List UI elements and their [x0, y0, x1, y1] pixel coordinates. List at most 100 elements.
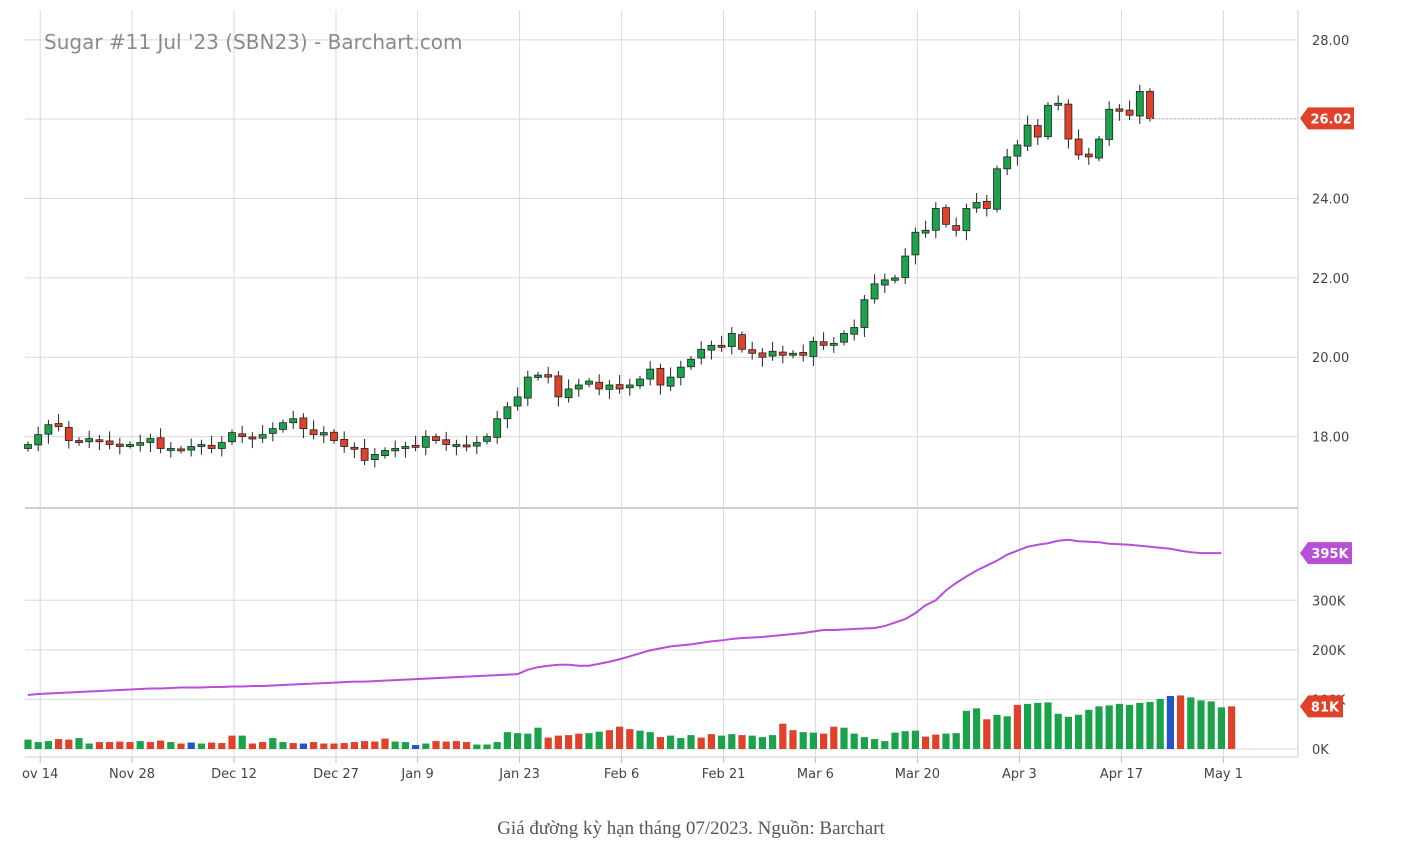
- candle-body: [646, 368, 655, 380]
- price-tick-label: 28.00: [1312, 34, 1349, 49]
- candle: [207, 435, 216, 454]
- candle-body: [401, 446, 410, 449]
- candle: [819, 332, 828, 351]
- candle-body: [452, 444, 461, 447]
- volume-bar: [585, 733, 593, 749]
- candle: [391, 440, 400, 458]
- candle-body: [177, 448, 185, 452]
- candle: [146, 433, 155, 453]
- candle: [717, 335, 726, 353]
- x-tick-label: Dec 27: [313, 767, 359, 782]
- volume-bar: [34, 742, 42, 749]
- candle: [95, 434, 104, 451]
- x-tick-label: Apr 17: [1100, 767, 1143, 782]
- volume-bar: [177, 743, 185, 749]
- candle-body: [789, 352, 797, 356]
- candle-body: [891, 277, 899, 281]
- candle: [44, 419, 53, 444]
- candle: [1135, 85, 1144, 124]
- candle-body: [187, 446, 196, 451]
- volume-bar: [1197, 700, 1205, 749]
- volume-bar: [952, 733, 960, 749]
- candle: [64, 421, 73, 449]
- candle-body: [911, 231, 920, 256]
- volume-bar: [860, 737, 868, 749]
- candle-body: [24, 444, 32, 449]
- candle: [166, 442, 175, 458]
- volume-bar: [758, 737, 766, 749]
- candle-body: [1115, 108, 1124, 112]
- candle: [1033, 119, 1042, 145]
- candle-body: [493, 418, 502, 438]
- price-tick-label: 22.00: [1312, 272, 1349, 287]
- volume-bar: [891, 732, 899, 749]
- candle-body: [1135, 91, 1144, 117]
- candle: [299, 413, 308, 439]
- candle: [962, 203, 971, 241]
- candle-body: [503, 406, 512, 420]
- open-interest-line: [27, 538, 1222, 696]
- candle: [860, 294, 869, 338]
- candle-body: [462, 444, 471, 448]
- candle-body: [901, 255, 910, 278]
- volume-bar: [1228, 706, 1236, 749]
- volume-bar: [391, 741, 399, 749]
- volume-bar: [269, 738, 277, 749]
- candle-body: [1074, 138, 1083, 156]
- volume-bar: [1024, 703, 1032, 749]
- volume-bar: [371, 741, 379, 749]
- candle-body: [962, 208, 971, 232]
- x-tick-label: Nov 28: [109, 767, 155, 782]
- candle-body: [115, 443, 124, 447]
- volume-bar: [24, 739, 32, 749]
- volume-bar: [748, 735, 756, 749]
- candle-body: [1105, 108, 1114, 140]
- x-tick-label: Apr 3: [1002, 767, 1037, 782]
- x-tick-label: Jan 23: [498, 767, 540, 782]
- candle: [666, 367, 675, 391]
- candle-body: [707, 344, 716, 351]
- volume-bar: [1034, 702, 1042, 749]
- candle: [452, 439, 461, 456]
- candle: [921, 220, 930, 238]
- candle-body: [687, 358, 695, 368]
- candle: [197, 439, 206, 455]
- price-candles: [24, 85, 1154, 468]
- volume-bar: [1126, 704, 1134, 749]
- candle-body: [615, 384, 624, 390]
- volume-bar: [871, 739, 879, 749]
- volume-bar: [1156, 698, 1164, 749]
- candle-body: [360, 448, 369, 461]
- candle-body: [778, 351, 787, 356]
- volume-bar: [187, 742, 195, 749]
- candle-body: [197, 444, 206, 447]
- candle-body: [136, 442, 145, 446]
- volume-bar: [310, 742, 318, 749]
- candle-body: [523, 376, 532, 399]
- candle-body: [636, 378, 644, 387]
- volume-bar: [973, 708, 981, 749]
- candle: [564, 379, 573, 403]
- candle-body: [982, 200, 991, 209]
- volume-bar: [656, 737, 664, 749]
- candle: [993, 165, 1001, 213]
- figure-caption: Giá đường kỳ hạn tháng 07/2023. Nguồn: B…: [497, 818, 885, 839]
- candle: [942, 204, 950, 228]
- candle-body: [931, 208, 940, 231]
- volume-bar: [1044, 702, 1052, 749]
- volume-bar: [962, 710, 970, 749]
- candle-body: [1095, 138, 1103, 159]
- candle: [24, 441, 32, 452]
- volume-bar: [932, 734, 940, 749]
- candle: [952, 217, 961, 237]
- volume-bar: [289, 743, 297, 749]
- candle-body: [34, 434, 43, 446]
- candle-body: [126, 444, 134, 447]
- candle: [350, 442, 359, 459]
- candle-body: [717, 344, 726, 348]
- candle-body: [166, 448, 175, 451]
- candle: [850, 319, 859, 341]
- volume-bar: [1075, 714, 1083, 749]
- volume-bar: [228, 735, 236, 749]
- candle-body: [534, 374, 542, 378]
